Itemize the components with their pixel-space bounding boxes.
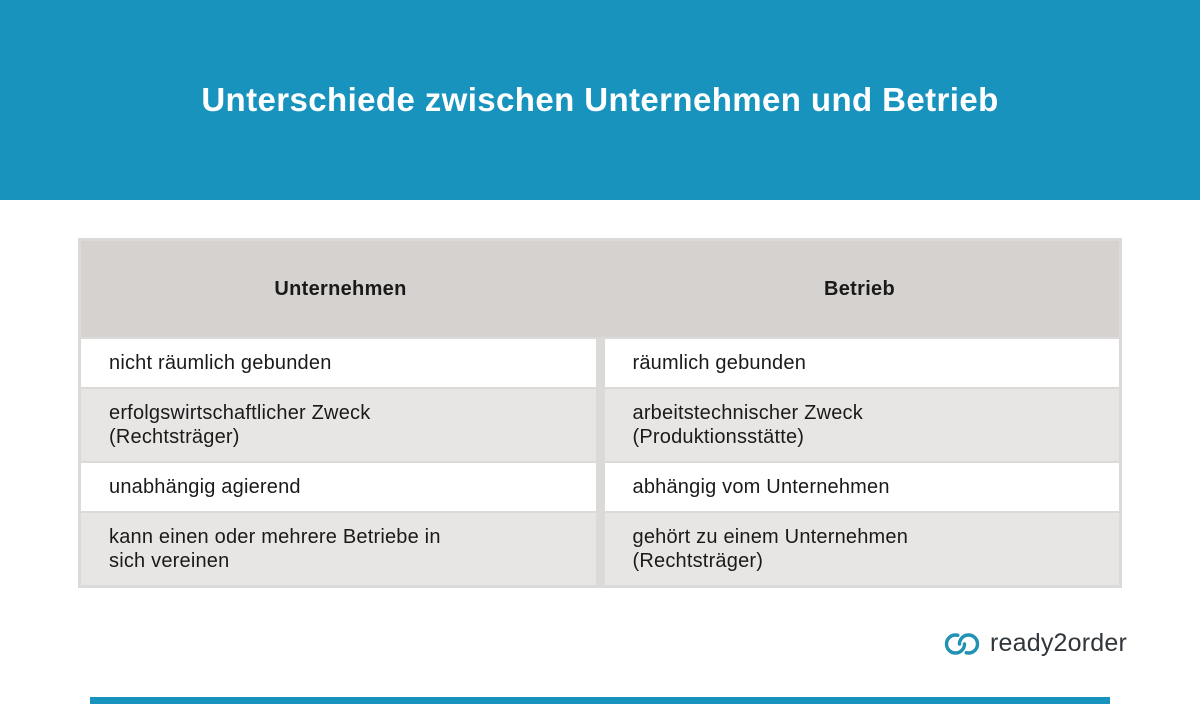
table-row: unabhängig agierend abhängig vom Unterne… <box>81 463 1119 511</box>
cell-betrieb: arbeitstechnischer Zweck (Produktionsstä… <box>604 389 1119 461</box>
column-header-unternehmen: Unternehmen <box>274 277 407 300</box>
table-row: kann einen oder mehrere Betriebe in sich… <box>81 513 1119 585</box>
cell-betrieb: abhängig vom Unternehmen <box>604 463 1119 511</box>
footer-accent-bar <box>90 697 1110 704</box>
title-banner: Unterschiede zwischen Unternehmen und Be… <box>0 0 1200 200</box>
brand-logo: ready2order <box>943 629 1127 658</box>
cell-unternehmen: unabhängig agierend <box>81 463 596 511</box>
table-row: erfolgswirtschaftlicher Zweck (Rechtsträ… <box>81 389 1119 461</box>
brand-name: ready2order <box>989 629 1127 657</box>
cell-unternehmen: erfolgswirtschaftlicher Zweck (Rechtsträ… <box>81 389 596 461</box>
table-header-row: Unternehmen Betrieb <box>81 241 1119 337</box>
cell-unternehmen: kann einen oder mehrere Betriebe in sich… <box>81 513 596 585</box>
interlocking-rings-icon <box>944 632 980 655</box>
cell-betrieb: gehört zu einem Unternehmen (Rechtsträge… <box>604 513 1119 585</box>
cell-unternehmen: nicht räumlich gebunden <box>81 339 596 387</box>
table-row: nicht räumlich gebunden räumlich gebunde… <box>81 339 1119 387</box>
page-title: Unterschiede zwischen Unternehmen und Be… <box>201 81 999 118</box>
column-header-betrieb: Betrieb <box>823 277 895 300</box>
cell-betrieb: räumlich gebunden <box>604 339 1119 387</box>
comparison-table: Unternehmen Betrieb nicht räumlich gebun… <box>78 238 1122 588</box>
